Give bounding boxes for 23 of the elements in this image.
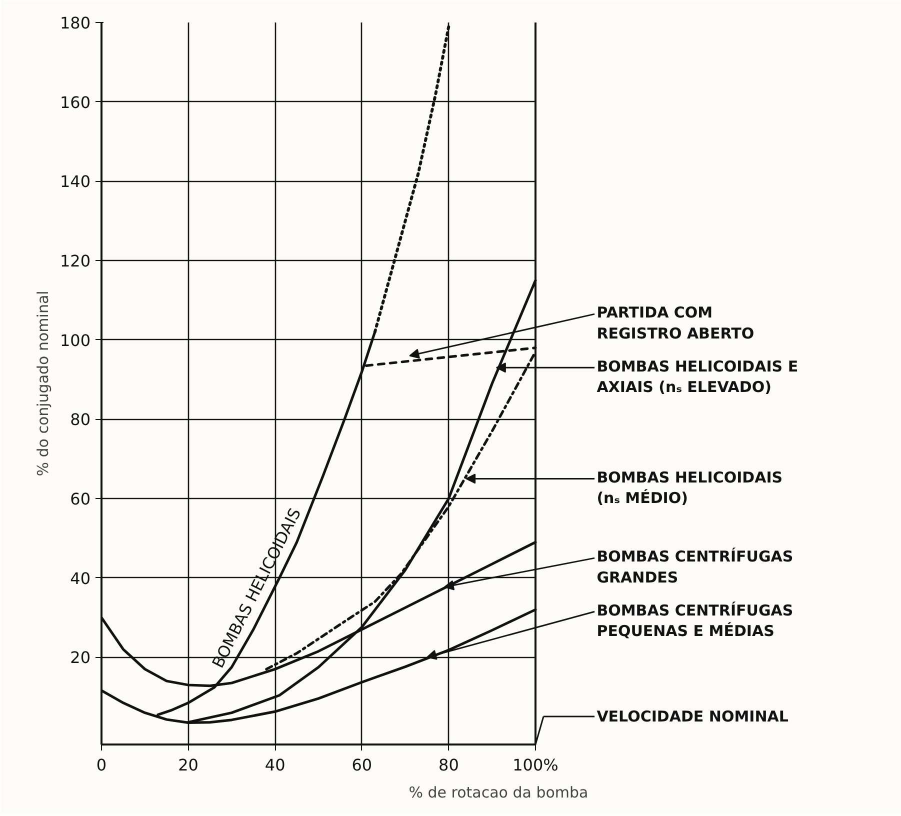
x-tick-label: 80 — [438, 756, 459, 774]
x-tick-label: 60 — [352, 756, 372, 774]
x-tick-label: 40 — [264, 756, 286, 774]
x-axis-title: % de rotacao da bomba — [408, 784, 588, 802]
annotation: BOMBAS HELICOIDAIS (nₛ MÉDIO) — [596, 468, 783, 508]
y-tick-label: 120 — [60, 252, 91, 271]
y-tick-label: 160 — [60, 92, 91, 112]
annotation: BOMBAS HELICOIDAIS E AXIAIS (nₛ ELEVADO) — [596, 357, 798, 396]
y-tick-label: 140 — [60, 172, 91, 192]
x-tick-label: 0 — [96, 756, 107, 774]
y-tick-label: 80 — [70, 410, 90, 430]
ref-line-label: VELOCIDADE NOMINAL — [596, 708, 789, 726]
x-tick-label: 100% — [512, 756, 558, 774]
x-tick-label: 20 — [178, 756, 198, 774]
annotation: BOMBAS CENTRÍFUGAS PEQUENAS E MÉDIAS — [596, 601, 794, 640]
y-tick-label: 180 — [60, 14, 91, 32]
y-tick-label: 100 — [60, 330, 91, 350]
y-tick-label: 40 — [70, 568, 90, 588]
annotation: PARTIDA COM REGISTRO ABERTO — [596, 304, 754, 342]
y-tick-label: 20 — [70, 648, 90, 668]
annotation: BOMBAS CENTRÍFUGAS GRANDES — [596, 548, 794, 586]
y-tick-label: 60 — [70, 490, 90, 509]
y-axis-title: % do conjugado nominal — [34, 290, 52, 476]
